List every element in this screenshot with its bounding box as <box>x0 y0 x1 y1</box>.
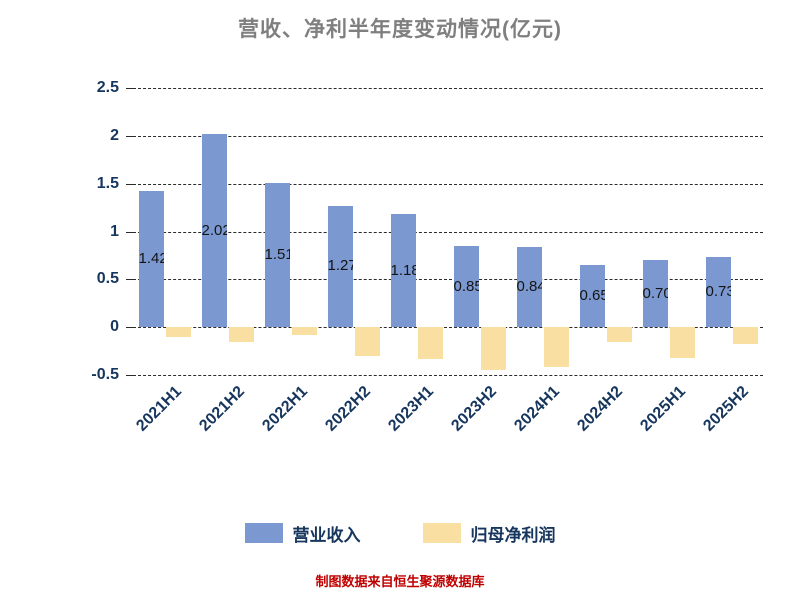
y-axis-tick <box>126 231 133 233</box>
chart-title: 营收、净利半年度变动情况(亿元) <box>238 18 562 41</box>
y-axis-tick <box>126 135 133 137</box>
x-axis-tick-label: 2022H2 <box>321 383 374 435</box>
bar-value-label: 2.02 <box>201 222 227 239</box>
legend-label-revenue: 营业收入 <box>292 525 361 545</box>
y-axis-tick <box>126 88 133 89</box>
net-profit-bar <box>291 327 317 335</box>
x-axis-tick-label: 2025H1 <box>636 383 689 435</box>
net-profit-bar <box>417 327 443 359</box>
revenue-bar <box>453 245 479 328</box>
x-axis-tick-label: 2021H1 <box>132 383 185 435</box>
net-profit-bar <box>354 327 380 356</box>
net-profit-bar <box>606 327 632 342</box>
revenue-bar <box>201 133 227 328</box>
revenue-bar <box>390 214 416 328</box>
x-axis-tick-label: 2022H1 <box>258 383 311 435</box>
x-axis-tick-label: 2024H2 <box>573 383 626 435</box>
bar-value-label: 0.84 <box>516 278 542 295</box>
net-profit-bar <box>165 327 191 337</box>
bar-value-label: 1.18 <box>390 262 416 279</box>
gridline <box>133 327 763 329</box>
gridline <box>133 375 763 376</box>
legend-label-net-profit: 归母净利润 <box>470 525 556 545</box>
net-profit-bar <box>669 327 695 358</box>
net-profit-bar <box>543 327 569 368</box>
y-axis-tick <box>126 279 133 281</box>
y-axis-tick-label: 0 <box>110 318 119 336</box>
bar-value-label: 1.51 <box>264 246 290 263</box>
bar-value-label: 1.27 <box>327 258 353 275</box>
revenue-bar <box>705 257 731 328</box>
chart-legend: 营业收入 归母净利润 <box>0 520 800 546</box>
y-axis-tick-label: -0.5 <box>91 366 119 383</box>
bar-value-label: 0.73 <box>705 284 731 301</box>
revenue-bar <box>327 205 353 328</box>
revenue-bar <box>264 182 290 328</box>
gridline <box>133 88 763 89</box>
net-profit-bar <box>732 327 758 345</box>
gridline <box>133 135 763 137</box>
gridline <box>133 231 763 233</box>
y-axis-tick-label: 2.5 <box>96 79 119 96</box>
x-axis-tick-label: 2024H1 <box>510 383 563 435</box>
x-axis-tick-label: 2021H2 <box>195 383 248 435</box>
revenue-bar <box>138 191 164 328</box>
bar-value-label: 0.65 <box>579 288 605 305</box>
revenue-bar <box>516 246 542 328</box>
gridline <box>133 183 763 185</box>
data-source-note: 制图数据来自恒生聚源数据库 <box>315 574 485 589</box>
y-axis-tick-label: 1.5 <box>96 174 119 192</box>
bar-value-label: 0.70 <box>642 285 668 302</box>
revenue-bar <box>579 264 605 328</box>
y-axis-tick <box>126 375 133 376</box>
bar-value-label: 1.42 <box>138 251 164 268</box>
revenue-bar <box>642 260 668 328</box>
gridline <box>133 279 763 281</box>
x-axis-tick-label: 2023H1 <box>384 383 437 435</box>
y-axis-tick-label: 1 <box>110 222 119 240</box>
x-axis-tick-label: 2025H2 <box>699 383 752 435</box>
y-axis-tick <box>126 183 133 185</box>
bar-value-label: 0.85 <box>453 278 479 295</box>
y-axis-tick <box>126 327 133 329</box>
legend-item-revenue: 营业收入 <box>244 521 361 546</box>
net-profit-bar <box>228 327 254 342</box>
y-axis-tick-label: 2 <box>110 126 119 144</box>
net-profit-swatch-icon <box>422 523 461 543</box>
y-axis-tick-label: 0.5 <box>96 270 119 288</box>
revenue-swatch-icon <box>244 523 283 543</box>
net-profit-bar <box>480 327 506 371</box>
x-axis-tick-label: 2023H2 <box>447 383 500 435</box>
legend-item-net-profit: 归母净利润 <box>422 521 556 546</box>
